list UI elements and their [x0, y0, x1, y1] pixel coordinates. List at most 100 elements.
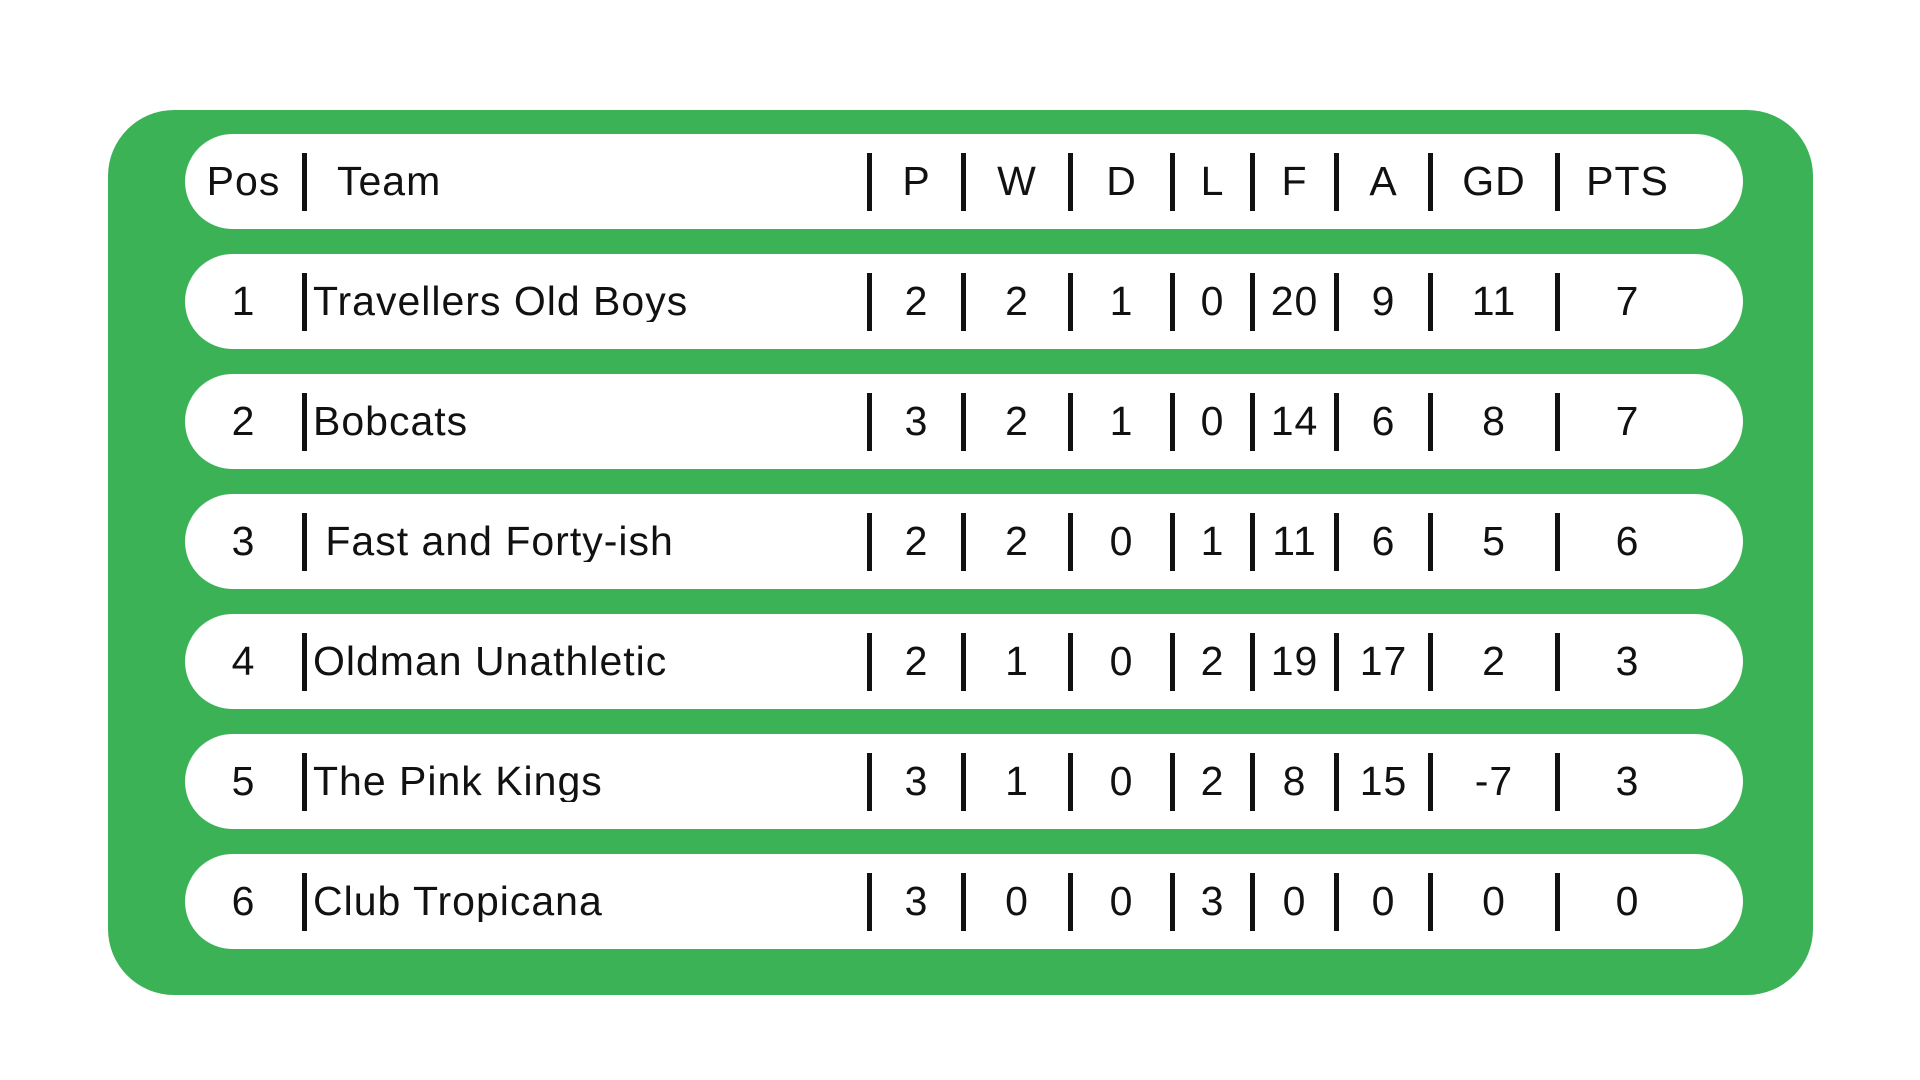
divider-bar	[1250, 152, 1255, 211]
divider-bar	[1428, 512, 1433, 571]
row-team: Travellers Old Boys	[313, 281, 689, 322]
row-lost: 2	[1200, 638, 1225, 684]
divider-bar	[302, 872, 307, 931]
row-for: 19	[1270, 638, 1319, 684]
row-played: 3	[904, 758, 929, 804]
header-lost: L	[1200, 158, 1225, 204]
divider-bar	[1555, 632, 1560, 691]
header-points: PTS	[1586, 158, 1669, 204]
row-drawn: 0	[1109, 878, 1134, 924]
divider-bar	[1555, 392, 1560, 451]
row-against: 9	[1371, 278, 1396, 324]
league-table-rows: Pos Team P W D L F A GD PTS 1 Travellers…	[185, 134, 1743, 949]
divider-bar	[1334, 872, 1339, 931]
divider-bar	[1555, 152, 1560, 211]
table-row: 3 Fast and Forty-ish 2 2 0 1 11 6 5 6	[185, 494, 1743, 589]
divider-bar	[1334, 512, 1339, 571]
table-row: 4 Oldman Unathletic 2 1 0 2 19 17 2 3	[185, 614, 1743, 709]
table-row: 5 The Pink Kings 3 1 0 2 8 15 -7 3	[185, 734, 1743, 829]
row-points: 7	[1615, 398, 1640, 444]
row-team: Fast and Forty-ish	[313, 521, 674, 562]
divider-bar	[867, 512, 872, 571]
divider-bar	[302, 272, 307, 331]
header-for: F	[1281, 158, 1308, 204]
divider-bar	[1068, 392, 1073, 451]
header-drawn: D	[1106, 158, 1137, 204]
divider-bar	[867, 272, 872, 331]
row-for: 0	[1282, 878, 1307, 924]
divider-bar	[1250, 392, 1255, 451]
row-won: 1	[1005, 638, 1029, 684]
row-team: Oldman Unathletic	[313, 641, 668, 682]
divider-bar	[1334, 152, 1339, 211]
divider-bar	[1170, 392, 1175, 451]
row-goal-difference: 0	[1482, 878, 1506, 924]
divider-bar	[1170, 632, 1175, 691]
row-against: 15	[1359, 758, 1408, 804]
row-lost: 1	[1200, 518, 1225, 564]
divider-bar	[961, 272, 966, 331]
table-row: 1 Travellers Old Boys 2 2 1 0 20 9 11 7	[185, 254, 1743, 349]
divider-bar	[302, 632, 307, 691]
row-played: 2	[904, 638, 929, 684]
header-goal-difference: GD	[1462, 158, 1526, 204]
divider-bar	[1428, 752, 1433, 811]
divider-bar	[1068, 752, 1073, 811]
divider-bar	[867, 392, 872, 451]
divider-bar	[1334, 272, 1339, 331]
row-points: 0	[1615, 878, 1640, 924]
row-played: 2	[904, 278, 929, 324]
row-pos: 1	[231, 278, 256, 324]
divider-bar	[1428, 392, 1433, 451]
divider-bar	[1170, 152, 1175, 211]
row-lost: 0	[1200, 398, 1225, 444]
row-against: 6	[1371, 518, 1396, 564]
table-row: 6 Club Tropicana 3 0 0 3 0 0 0 0	[185, 854, 1743, 949]
divider-bar	[1068, 152, 1073, 211]
table-row: 2 Bobcats 3 2 1 0 14 6 8 7	[185, 374, 1743, 469]
row-goal-difference: 5	[1482, 518, 1506, 564]
divider-bar	[302, 512, 307, 571]
row-played: 3	[904, 878, 929, 924]
row-for: 20	[1270, 278, 1319, 324]
divider-bar	[302, 752, 307, 811]
row-for: 8	[1282, 758, 1307, 804]
divider-bar	[961, 872, 966, 931]
row-against: 6	[1371, 398, 1396, 444]
divider-bar	[961, 752, 966, 811]
row-won: 2	[1005, 398, 1029, 444]
divider-bar	[867, 152, 872, 211]
divider-bar	[1068, 872, 1073, 931]
row-points: 7	[1615, 278, 1640, 324]
header-team: Team	[337, 161, 442, 202]
row-for: 11	[1272, 518, 1317, 564]
divider-bar	[1068, 272, 1073, 331]
divider-bar	[1334, 392, 1339, 451]
row-points: 3	[1615, 638, 1640, 684]
divider-bar	[961, 512, 966, 571]
divider-bar	[1428, 872, 1433, 931]
row-for: 14	[1270, 398, 1319, 444]
league-table-panel: Pos Team P W D L F A GD PTS 1 Travellers…	[108, 110, 1813, 995]
row-drawn: 0	[1109, 518, 1134, 564]
header-played: P	[902, 158, 931, 204]
divider-bar	[1334, 752, 1339, 811]
divider-bar	[302, 392, 307, 451]
row-won: 2	[1005, 518, 1029, 564]
row-goal-difference: -7	[1474, 758, 1514, 804]
row-lost: 2	[1200, 758, 1225, 804]
divider-bar	[1170, 272, 1175, 331]
divider-bar	[867, 872, 872, 931]
divider-bar	[1428, 272, 1433, 331]
row-goal-difference: 11	[1471, 278, 1517, 324]
divider-bar	[1170, 872, 1175, 931]
row-pos: 5	[231, 758, 256, 804]
divider-bar	[867, 752, 872, 811]
row-won: 0	[1005, 878, 1029, 924]
row-drawn: 0	[1109, 758, 1134, 804]
divider-bar	[1334, 632, 1339, 691]
table-header-row: Pos Team P W D L F A GD PTS	[185, 134, 1743, 229]
divider-bar	[1068, 512, 1073, 571]
row-points: 6	[1615, 518, 1640, 564]
divider-bar	[867, 632, 872, 691]
